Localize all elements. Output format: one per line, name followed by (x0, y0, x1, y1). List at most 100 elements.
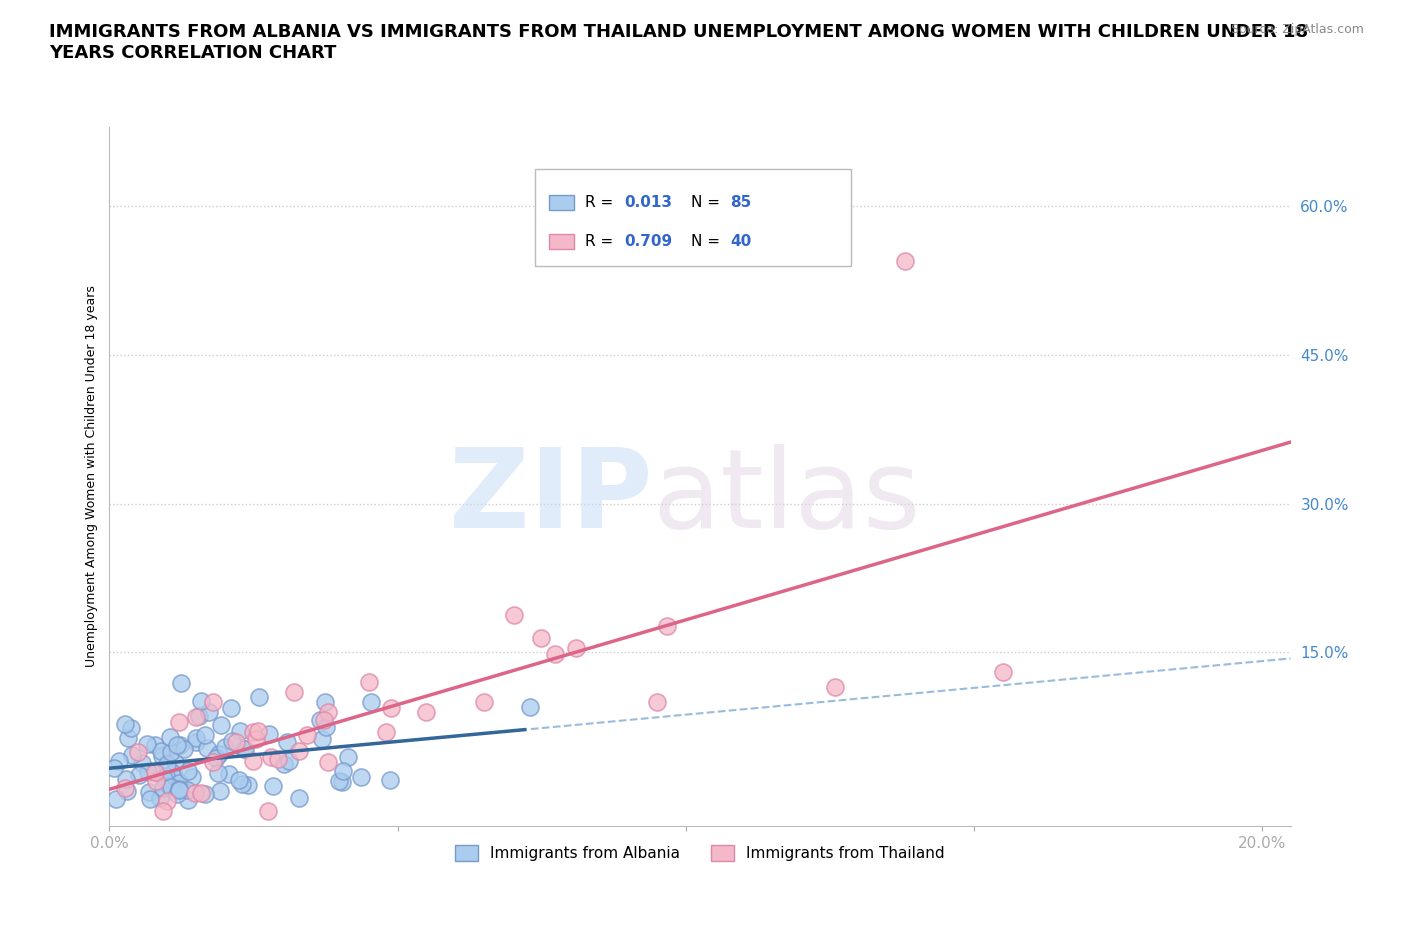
Point (143, 765, 166, 780)
Point (655, 619, 678, 634)
Point (184, 731, 207, 746)
Point (198, 705, 221, 720)
Text: R =: R = (585, 195, 619, 210)
Point (544, 646, 567, 661)
Point (277, 753, 299, 768)
Legend: Immigrants from Albania, Immigrants from Thailand: Immigrants from Albania, Immigrants from… (449, 839, 950, 868)
Point (173, 741, 195, 756)
Point (221, 734, 243, 749)
Point (288, 744, 311, 759)
Point (145, 774, 167, 789)
Point (131, 756, 153, 771)
Point (105, 791, 128, 806)
Point (357, 675, 380, 690)
Point (152, 804, 174, 818)
Point (152, 780, 174, 795)
Point (991, 665, 1014, 680)
Point (245, 731, 267, 746)
Text: IMMIGRANTS FROM ALBANIA VS IMMIGRANTS FROM THAILAND UNEMPLOYMENT AMONG WOMEN WIT: IMMIGRANTS FROM ALBANIA VS IMMIGRANTS FR… (49, 23, 1309, 62)
Point (214, 739, 236, 754)
Point (150, 749, 173, 764)
Point (330, 775, 353, 790)
Point (231, 777, 253, 791)
Point (236, 777, 259, 792)
Point (139, 791, 162, 806)
Point (167, 782, 190, 797)
Point (167, 776, 190, 790)
Point (288, 790, 311, 805)
Point (246, 724, 269, 738)
Point (114, 780, 136, 795)
Point (114, 716, 136, 731)
Point (380, 701, 402, 716)
Point (332, 764, 354, 778)
Point (184, 786, 207, 801)
Point (163, 754, 186, 769)
Point (260, 750, 283, 764)
Point (257, 727, 280, 742)
Point (309, 712, 332, 727)
Point (375, 724, 398, 739)
Point (337, 750, 360, 764)
Point (117, 731, 139, 746)
Text: 0.013: 0.013 (624, 195, 672, 210)
Text: atlas: atlas (652, 444, 921, 551)
Point (295, 728, 318, 743)
Point (136, 737, 159, 751)
Text: N =: N = (690, 234, 724, 249)
Text: R =: R = (585, 234, 619, 249)
Point (121, 748, 143, 763)
Point (162, 766, 184, 781)
Point (312, 712, 335, 727)
Point (160, 779, 183, 794)
Point (145, 764, 167, 779)
Point (169, 737, 191, 752)
Point (143, 737, 166, 752)
Point (176, 783, 198, 798)
Point (170, 675, 193, 690)
Point (159, 730, 181, 745)
Text: Source: ZipAtlas.com: Source: ZipAtlas.com (1230, 23, 1364, 36)
Point (163, 770, 186, 785)
Text: N =: N = (690, 195, 724, 210)
Point (155, 769, 177, 784)
Point (208, 747, 231, 762)
Point (209, 717, 232, 732)
Point (256, 804, 278, 818)
Point (311, 732, 333, 747)
Text: ZIP: ZIP (450, 444, 652, 551)
Point (138, 764, 160, 779)
Point (166, 737, 188, 752)
Point (138, 784, 160, 799)
Point (207, 765, 229, 780)
Point (247, 689, 270, 704)
Point (156, 757, 179, 772)
Point (350, 770, 373, 785)
Point (318, 705, 340, 720)
Point (194, 728, 217, 743)
Point (190, 786, 212, 801)
Y-axis label: Unemployment Among Women with Children Under 18 years: Unemployment Among Women with Children U… (86, 286, 98, 667)
Text: 40: 40 (730, 234, 751, 249)
Point (893, 253, 915, 268)
Point (228, 724, 250, 738)
Point (565, 641, 588, 656)
Point (318, 754, 340, 769)
Text: 85: 85 (730, 195, 751, 210)
Point (208, 783, 231, 798)
Point (153, 772, 176, 787)
Point (276, 735, 298, 750)
Point (157, 778, 180, 793)
Point (202, 695, 225, 710)
Point (177, 764, 200, 778)
Point (315, 720, 337, 735)
Point (314, 695, 336, 710)
Point (128, 767, 150, 782)
Point (167, 714, 190, 729)
Point (176, 793, 198, 808)
Point (149, 744, 172, 759)
Point (824, 680, 846, 695)
Point (149, 790, 172, 805)
Point (115, 771, 138, 786)
Point (262, 778, 284, 793)
